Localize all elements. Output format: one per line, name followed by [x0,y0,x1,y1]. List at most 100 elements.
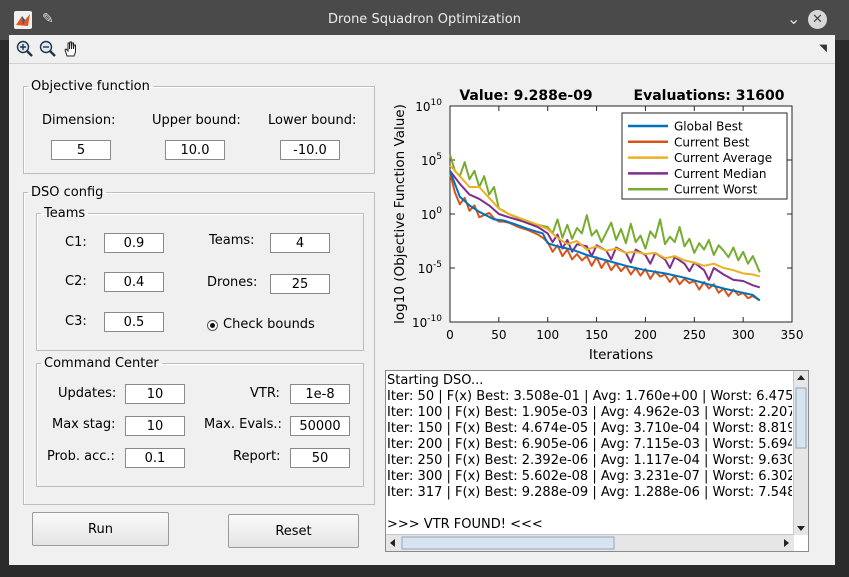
check-bounds-label[interactable]: Check bounds [223,317,315,332]
scroll-left-icon [390,539,395,547]
run-button[interactable]: Run [32,512,169,546]
max-evals-label: Max. Evals.: [204,417,282,432]
legend-entry: Current Average [674,151,772,165]
log-line: Iter: 300 | F(x) Best: 5.602e-08 | Avg: … [387,469,792,484]
drones-input[interactable] [270,274,330,294]
c1-label: C1: [65,235,87,250]
minimize-button[interactable]: ⌄ [787,9,801,28]
series-line-current-average [449,164,761,278]
c2-input[interactable] [104,272,164,292]
horizontal-scroll-thumb [401,536,615,550]
x-axis-label: Iterations [589,347,653,363]
max-evals-input[interactable] [290,416,350,436]
report-input[interactable] [290,448,350,468]
y-tick-label: 100 [421,206,442,222]
matlab-icon [14,11,32,29]
x-tick-label: 50 [491,328,506,342]
figure-toolbar: ◥ [9,35,835,64]
c1-input[interactable] [104,233,164,253]
y-tick-label: 10-10 [412,314,442,330]
dimension-input[interactable] [51,140,111,160]
chart-legend [621,112,788,200]
vtr-label: VTR: [250,386,280,401]
series-line-global-best [449,170,761,302]
series-line-current-median [449,170,761,289]
legend-entry: Current Best [674,135,750,149]
chart-title-value: Value: 9.288e-09 [459,88,592,104]
zoom-in-icon[interactable] [15,39,35,59]
teams-panel: Teams [36,206,364,351]
pan-hand-icon[interactable] [61,39,81,59]
x-tick-label: 150 [585,328,608,342]
objective-function-panel: Objective function [23,79,375,174]
log-line: Starting DSO... [387,373,484,388]
output-log[interactable]: Starting DSO... Iter: 50 | F(x) Best: 3.5… [385,370,809,552]
log-text: Starting DSO... Iter: 50 | F(x) Best: 3.5… [387,373,792,533]
updates-input[interactable] [125,384,185,404]
y-axis-label: log10 (Objective Function Value) [392,104,408,324]
log-line: Iter: 250 | F(x) Best: 2.392e-06 | Avg: … [387,453,792,468]
prob-acc-input[interactable] [125,448,185,468]
window-title: Drone Squadron Optimization [328,12,521,27]
x-tick-label: 300 [732,328,755,342]
prob-acc-label: Prob. acc.: [47,449,115,464]
upper-bound-label: Upper bound: [152,113,241,128]
drones-label: Drones: [207,275,258,290]
main-window: ◥ Objective function Dimension: Upper bo… [9,35,835,565]
y-tick-label: 1010 [415,98,442,114]
x-tick-label: 0 [446,328,454,342]
objective-function-legend: Objective function [31,79,150,94]
lower-bound-label: Lower bound: [268,113,357,128]
series-line-current-best [449,172,761,302]
scroll-up-icon [797,375,805,380]
dso-config-legend: DSO config [31,185,104,200]
pin-icon[interactable]: ✎ [42,11,54,27]
c3-input[interactable] [104,312,164,332]
command-center-legend: Command Center [44,356,159,371]
vertical-scrollbar[interactable] [793,371,808,535]
x-tick-label: 250 [683,328,706,342]
legend-entry: Current Worst [674,183,758,197]
lower-bound-input[interactable] [280,140,340,160]
command-center-panel: Command Center [36,356,364,487]
legend-entry: Current Median [674,167,767,181]
scroll-down-icon [797,526,805,531]
convergence-chart: Value: 9.288e-09 Evaluations: 31600 1010… [380,85,810,365]
x-tick-label: 200 [634,328,657,342]
max-stag-label: Max stag: [52,417,116,432]
log-line: Iter: 317 | F(x) Best: 9.288e-09 | Avg: … [387,485,792,500]
x-tick-label: 100 [536,328,559,342]
dso-config-panel: DSO config [23,185,375,505]
vtr-input[interactable] [290,384,350,404]
vertical-scroll-thumb [795,387,807,449]
close-button[interactable]: ✕ [808,10,827,29]
max-stag-input[interactable] [125,416,185,436]
log-line [387,501,792,517]
legend-entry: Global Best [674,120,743,134]
teams-legend: Teams [44,206,86,221]
teams-label: Teams: [209,233,255,248]
check-bounds-radio[interactable] [207,320,218,331]
scroll-right-icon [784,539,789,547]
chart-title-evaluations: Evaluations: 31600 [634,88,785,104]
y-tick-label: 10-5 [418,260,442,276]
chart-svg: Value: 9.288e-09 Evaluations: 31600 1010… [392,88,803,363]
c2-label: C2: [65,274,87,289]
horizontal-scrollbar[interactable] [386,534,794,551]
log-line: Iter: 200 | F(x) Best: 6.905e-06 | Avg: … [387,437,792,452]
y-tick-label: 105 [421,152,442,168]
teams-input[interactable] [270,233,330,253]
toolbar-collapse-icon[interactable]: ◥ [819,43,827,54]
log-line: Iter: 150 | F(x) Best: 4.674e-05 | Avg: … [387,421,792,436]
series-line-current-worst [449,154,761,273]
updates-label: Updates: [58,386,117,401]
reset-button[interactable]: Reset [228,514,359,548]
upper-bound-input[interactable] [165,140,225,160]
report-label: Report: [233,449,281,464]
c3-label: C3: [65,314,87,329]
zoom-out-icon[interactable] [38,39,58,59]
log-line: Iter: 100 | F(x) Best: 1.905e-03 | Avg: … [387,405,792,420]
log-line: Iter: 50 | F(x) Best: 3.508e-01 | Avg: 1… [387,389,792,404]
log-line: >>> VTR FOUND! <<< [387,517,543,532]
title-bar: ✎ Drone Squadron Optimization ⌄ ✕ [0,0,849,40]
